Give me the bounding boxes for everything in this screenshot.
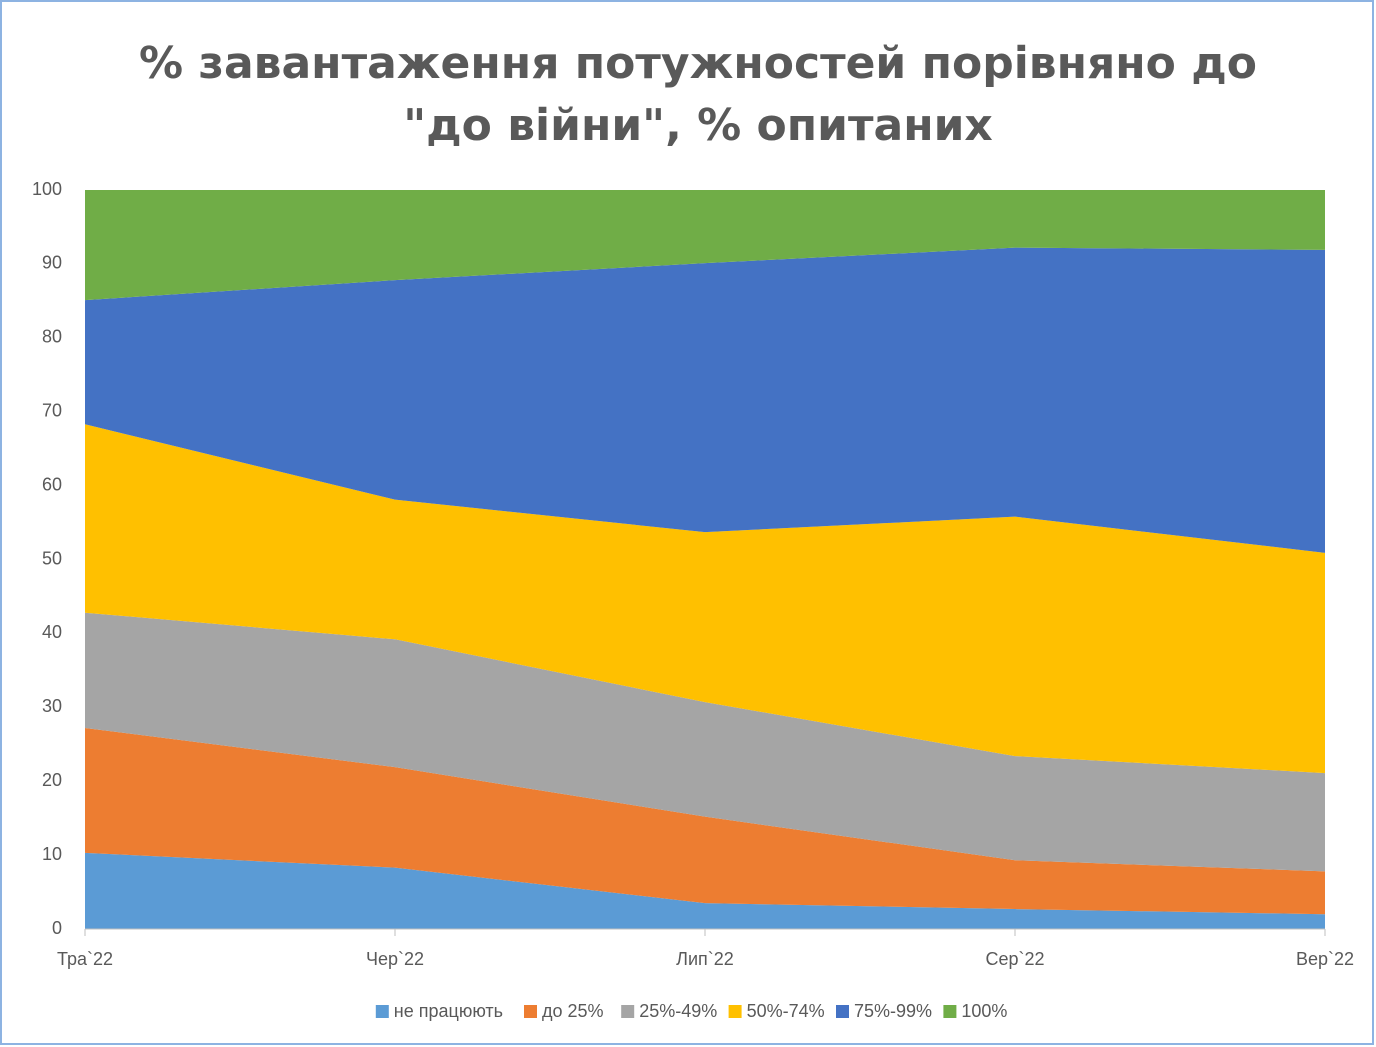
legend-swatch	[836, 1005, 849, 1018]
legend-label: не працюють	[394, 1001, 503, 1021]
legend-label: до 25%	[542, 1001, 604, 1021]
legend-swatch	[524, 1005, 537, 1018]
area	[85, 727, 1325, 915]
y-tick-label: 90	[42, 253, 62, 273]
y-tick-label: 70	[42, 400, 62, 420]
legend-swatch	[375, 1005, 389, 1018]
x-tick-label: Вер`22	[1296, 949, 1354, 969]
legend-swatch	[728, 1005, 742, 1018]
y-tick-label: 0	[52, 918, 62, 938]
legend-swatch	[943, 1005, 957, 1018]
area	[85, 852, 1325, 929]
area	[85, 612, 1325, 872]
y-tick-label: 50	[42, 548, 62, 568]
area	[85, 247, 1325, 553]
x-tick-label: Сер`22	[985, 949, 1044, 969]
y-tick-label: 80	[42, 327, 62, 347]
area	[85, 190, 1325, 301]
x-tick-label: Тра`22	[57, 949, 113, 969]
legend-label: 100%	[961, 1001, 1007, 1021]
y-tick-label: 100	[32, 179, 62, 199]
x-tick-label: Лип`22	[676, 949, 734, 969]
y-tick-label: 20	[42, 770, 62, 790]
legend-label: 50%-74%	[747, 1001, 825, 1021]
y-tick-label: 30	[42, 696, 62, 716]
y-tick-label: 40	[42, 622, 62, 642]
chart-title: % завантаження потужностей порівняно до	[139, 38, 1257, 89]
legend-swatch	[621, 1005, 635, 1018]
legend-label: 25%-49%	[639, 1001, 717, 1021]
y-tick-label: 10	[42, 844, 62, 864]
x-tick-label: Чер`22	[366, 949, 424, 969]
area	[85, 424, 1325, 774]
y-tick-label: 60	[42, 474, 62, 494]
legend-label: 75%-99%	[854, 1001, 932, 1021]
chart-title: "до війни", % опитаних	[403, 100, 993, 151]
